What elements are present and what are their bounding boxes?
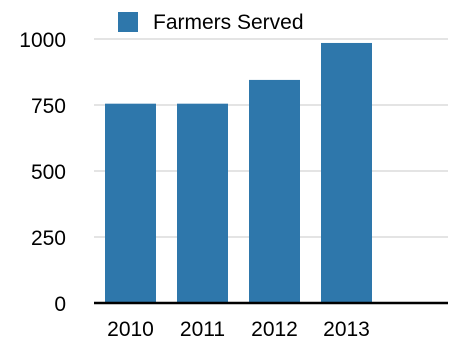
x-tick-label: 2013 bbox=[323, 318, 370, 341]
y-tick-label: 750 bbox=[31, 95, 66, 118]
bar bbox=[321, 42, 372, 304]
bar bbox=[177, 103, 228, 304]
x-tick-label: 2010 bbox=[107, 318, 154, 341]
legend-label: Farmers Served bbox=[153, 11, 304, 34]
x-tick-label: 2011 bbox=[180, 318, 225, 341]
bar bbox=[105, 103, 156, 304]
bars bbox=[105, 42, 372, 304]
y-tick-label: 1000 bbox=[19, 29, 66, 52]
bar bbox=[249, 79, 300, 303]
legend-swatch bbox=[118, 12, 138, 32]
y-tick-label: 500 bbox=[31, 161, 66, 184]
y-tick-label: 0 bbox=[54, 293, 66, 316]
axes: 0 250 500 750 1000 2010 2011 2012 2013 bbox=[19, 29, 448, 341]
y-tick-label: 250 bbox=[31, 227, 66, 250]
x-tick-label: 2012 bbox=[251, 318, 298, 341]
legend: Farmers Served bbox=[118, 11, 304, 34]
